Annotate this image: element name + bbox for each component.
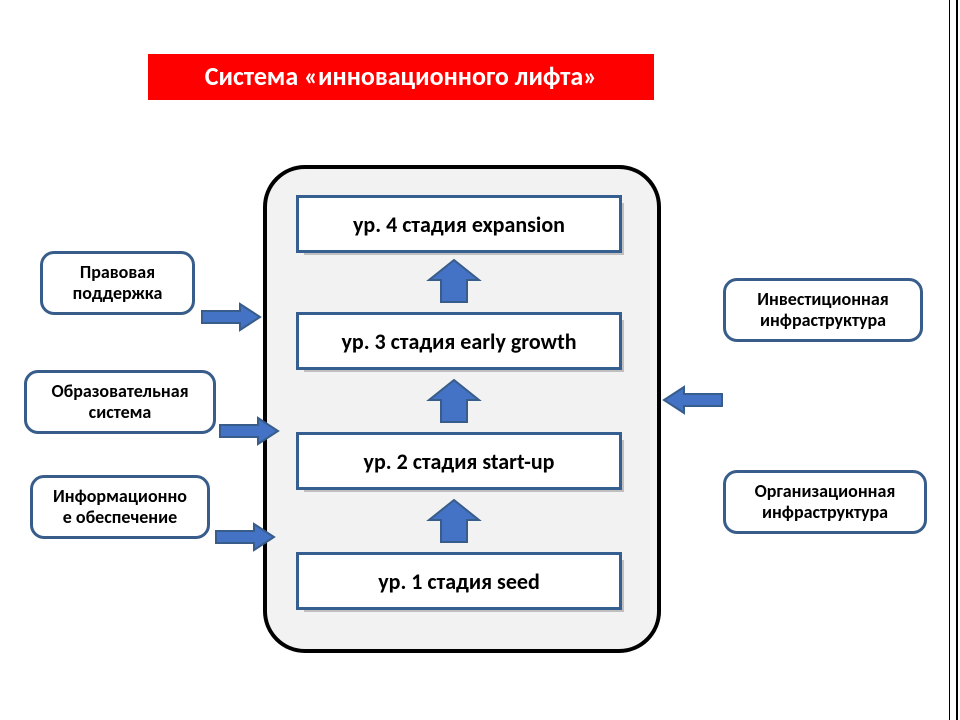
stage-box-2: ур. 2 стадия start-up bbox=[296, 432, 622, 490]
stage-label: ур. 2 стадия start-up bbox=[364, 448, 555, 475]
pill-line1: Организационная bbox=[755, 480, 896, 502]
stage-box-3: ур. 3 стадия early growth bbox=[296, 312, 622, 370]
stage-label: ур. 3 стадия early growth bbox=[341, 328, 576, 355]
left-pill-1: Образовательнаясистема bbox=[24, 370, 216, 434]
up-arrow-icon bbox=[425, 258, 483, 304]
pill-line1: Информационно bbox=[53, 485, 187, 507]
right-arrow-icon bbox=[218, 416, 280, 446]
stage-label: ур. 1 стадия seed bbox=[378, 568, 540, 595]
pill-line1: Правовая bbox=[80, 261, 155, 283]
pill-line2: поддержка bbox=[73, 282, 163, 304]
left-pill-0: Правоваяподдержка bbox=[40, 251, 195, 315]
right-arrow-icon bbox=[200, 302, 262, 332]
right-arrow-icon bbox=[214, 522, 276, 552]
left-pill-2: Информационное обеспечение bbox=[30, 475, 210, 539]
pill-line2: е обеспечение bbox=[63, 506, 177, 528]
pill-line2: инфраструктура bbox=[762, 501, 888, 523]
pill-line1: Инвестиционная bbox=[757, 288, 888, 310]
right-pill-0: Инвестиционнаяинфраструктура bbox=[723, 278, 923, 342]
pill-line2: система bbox=[89, 401, 152, 423]
stage-label: ур. 4 стадия expansion bbox=[353, 211, 565, 238]
right-pill-1: Организационнаяинфраструктура bbox=[723, 470, 927, 534]
up-arrow-icon bbox=[425, 498, 483, 544]
pill-line2: инфраструктура bbox=[760, 309, 886, 331]
slide-title: Система «инновационного лифта» bbox=[148, 54, 654, 100]
stage-box-1: ур. 1 стадия seed bbox=[296, 552, 622, 610]
left-arrow-icon bbox=[662, 385, 724, 415]
page-right-border bbox=[949, 0, 958, 720]
stage-box-4: ур. 4 стадия expansion bbox=[296, 195, 622, 253]
pill-line1: Образовательная bbox=[51, 380, 188, 402]
up-arrow-icon bbox=[425, 378, 483, 424]
